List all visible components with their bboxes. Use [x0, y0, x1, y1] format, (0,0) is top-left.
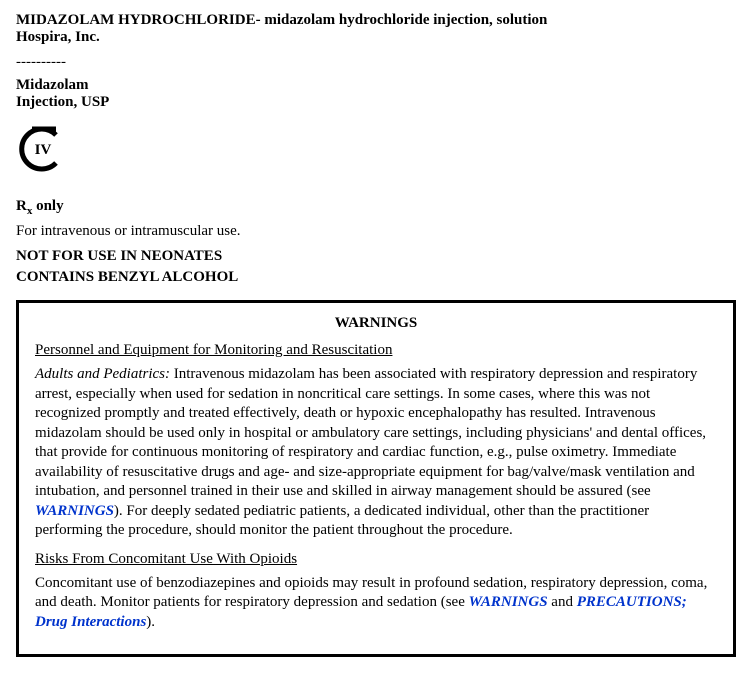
route-text: For intravenous or intramuscular use. [16, 223, 736, 240]
rx-prefix: R [16, 198, 27, 214]
warnings-heading: WARNINGS [35, 315, 717, 332]
drug-title: MIDAZOLAM HYDROCHLORIDE- midazolam hydro… [16, 12, 736, 29]
separator: ---------- [16, 54, 736, 71]
warnings-paragraph-2: Concomitant use of benzodiazepines and o… [35, 574, 717, 633]
neonates-warning: NOT FOR USE IN NEONATES [16, 248, 736, 265]
rx-suffix: only [32, 198, 63, 214]
warnings-subhead-1: Personnel and Equipment for Monitoring a… [35, 342, 717, 359]
svg-text:IV: IV [35, 142, 52, 158]
manufacturer: Hospira, Inc. [16, 29, 736, 46]
product-name-line1: Midazolam [16, 77, 736, 94]
lead-italic-1: Adults and Pediatrics: [35, 366, 170, 382]
body-before-1: Intravenous midazolam has been associate… [35, 366, 706, 499]
body-after-1: ). For deeply sedated pediatric patients… [35, 503, 649, 539]
title-block: MIDAZOLAM HYDROCHLORIDE- midazolam hydro… [16, 12, 736, 46]
xref-warnings-1[interactable]: WARNINGS [35, 503, 114, 519]
warnings-box: WARNINGS Personnel and Equipment for Mon… [16, 300, 736, 657]
product-name-line2: Injection, USP [16, 94, 736, 111]
benzyl-warning: CONTAINS BENZYL ALCOHOL [16, 269, 736, 286]
rx-only: Rx only [16, 198, 736, 217]
body-after-2: ). [146, 614, 155, 630]
schedule-civ-icon: IV [16, 125, 736, 178]
xref-warnings-2[interactable]: WARNINGS [469, 594, 548, 610]
warnings-subhead-2: Risks From Concomitant Use With Opioids [35, 551, 717, 568]
warnings-paragraph-1: Adults and Pediatrics: Intravenous midaz… [35, 365, 717, 541]
mid-2: and [548, 594, 577, 610]
product-name-block: Midazolam Injection, USP [16, 77, 736, 111]
